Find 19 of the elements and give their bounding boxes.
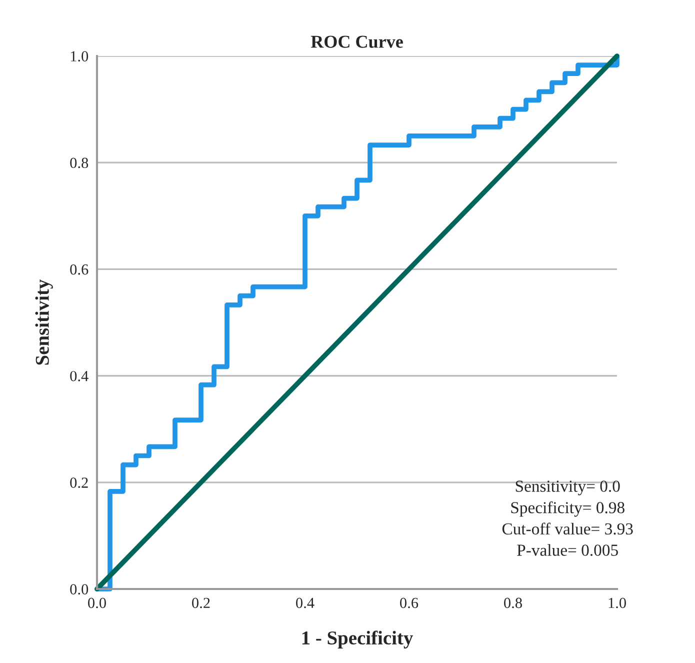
x-tick-label: 0.2 [192,598,210,608]
x-tick-label: 1.0 [608,598,626,608]
x-axis-title: 1 - Specificity [302,630,413,649]
x-tick-label: 0.8 [504,598,522,608]
annotation: P-value= 0.005 [517,544,618,556]
annotation: Sensitivity= 0.0 [516,480,620,496]
y-tick-label: 0.0 [70,584,88,595]
y-tick-label: 0.8 [70,158,88,168]
y-axis-title: Sensitivity [35,279,53,365]
x-tick-label: 0.4 [296,598,314,608]
y-tick-label: 0.6 [70,264,88,275]
y-tick-label: 1.0 [70,51,88,62]
chart-title: ROC Curve [310,36,403,48]
x-tick-label: 0.6 [400,598,418,608]
y-tick-label: 0.2 [70,478,88,488]
annotation: Specificity= 0.98 [511,501,624,517]
y-tick-label: 0.4 [70,370,88,382]
annotation: Cut-off value= 3.93 [502,522,633,535]
x-tick-label: 0.0 [88,598,106,608]
